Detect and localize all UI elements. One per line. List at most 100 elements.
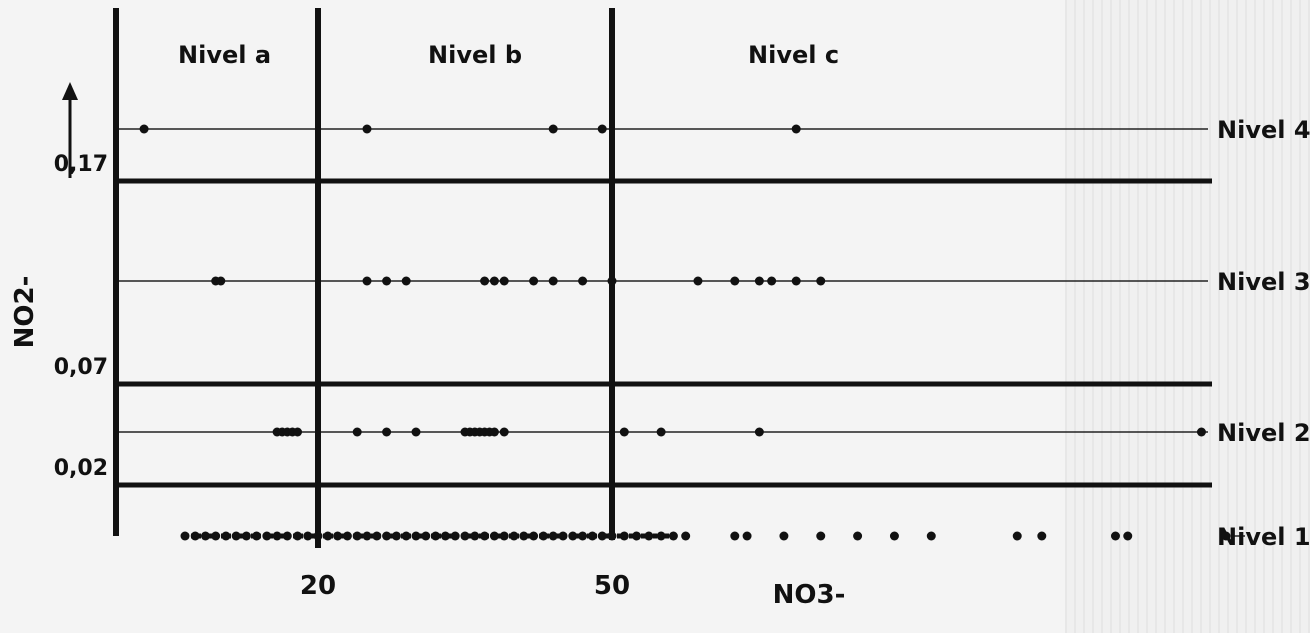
data-point: [362, 276, 372, 286]
data-point: [619, 427, 629, 437]
data-point: [1123, 531, 1133, 541]
data-point: [730, 531, 740, 541]
data-point: [926, 531, 936, 541]
data-point: [313, 531, 323, 541]
data-point: [362, 531, 372, 541]
row-label: Nivel 4: [1217, 116, 1310, 144]
data-point: [450, 531, 460, 541]
data-point: [853, 531, 863, 541]
y-tick-label: 0,07: [54, 355, 108, 380]
data-point: [252, 531, 262, 541]
data-point: [489, 531, 499, 541]
data-point: [139, 124, 149, 134]
data-point: [889, 531, 899, 541]
data-point: [1221, 531, 1231, 541]
data-point: [742, 531, 752, 541]
data-point: [1012, 531, 1022, 541]
data-point: [231, 531, 241, 541]
data-point: [216, 276, 226, 286]
data-point: [548, 276, 558, 286]
data-point: [1110, 531, 1120, 541]
data-point: [362, 124, 372, 134]
column-label: Nivel b: [428, 41, 522, 69]
data-point: [519, 531, 529, 541]
data-point: [293, 531, 303, 541]
data-point: [470, 531, 480, 541]
row-label: Nivel 3: [1217, 268, 1310, 296]
data-point: [578, 276, 588, 286]
data-point: [730, 276, 740, 286]
data-point: [681, 531, 691, 541]
data-point: [272, 531, 282, 541]
y-axis-label: NO2-: [10, 276, 40, 349]
data-point: [529, 531, 539, 541]
data-point: [282, 531, 292, 541]
data-point: [656, 427, 666, 437]
data-point: [499, 427, 509, 437]
data-point: [558, 531, 568, 541]
data-point: [382, 531, 392, 541]
data-point: [619, 531, 629, 541]
data-point: [372, 531, 382, 541]
x-tick-label: 50: [594, 571, 630, 601]
y-tick-label: 0,17: [54, 152, 108, 177]
data-point: [241, 531, 251, 541]
data-point: [382, 276, 392, 286]
data-point: [779, 531, 789, 541]
data-point: [352, 427, 362, 437]
up-arrow-head: [62, 82, 78, 100]
data-point: [460, 531, 470, 541]
data-point: [411, 531, 421, 541]
data-point: [391, 531, 401, 541]
data-point: [190, 531, 200, 541]
data-point: [816, 276, 826, 286]
data-point: [421, 531, 431, 541]
data-point: [323, 531, 333, 541]
data-point: [333, 531, 343, 541]
data-point: [200, 531, 210, 541]
x-axis-label: NO3-: [773, 580, 846, 610]
column-label: Nivel a: [178, 41, 271, 69]
data-point: [499, 531, 509, 541]
row-label: Nivel 1: [1217, 523, 1310, 551]
row-label: Nivel 2: [1217, 419, 1310, 447]
data-point: [480, 531, 490, 541]
data-point: [262, 531, 272, 541]
data-point: [607, 276, 617, 286]
data-point: [480, 276, 490, 286]
data-point: [211, 531, 221, 541]
data-point: [578, 531, 588, 541]
data-point: [644, 531, 654, 541]
data-point: [431, 531, 441, 541]
data-point: [632, 531, 642, 541]
data-point: [791, 124, 801, 134]
data-point: [668, 531, 678, 541]
data-point: [597, 124, 607, 134]
data-point: [401, 276, 411, 286]
data-point: [221, 531, 231, 541]
data-point: [767, 276, 777, 286]
data-point: [607, 531, 617, 541]
data-point: [538, 531, 548, 541]
data-point: [1196, 427, 1206, 437]
data-point: [529, 276, 539, 286]
data-point: [1037, 531, 1047, 541]
data-point: [499, 276, 509, 286]
data-point: [548, 124, 558, 134]
data-point: [489, 427, 499, 437]
data-point: [352, 531, 362, 541]
data-point: [411, 427, 421, 437]
data-point: [489, 276, 499, 286]
data-point: [816, 531, 826, 541]
data-point: [303, 531, 313, 541]
data-point: [548, 531, 558, 541]
data-point: [791, 276, 801, 286]
data-point: [568, 531, 578, 541]
data-point: [180, 531, 190, 541]
data-point: [293, 427, 303, 437]
data-point: [754, 427, 764, 437]
data-point: [587, 531, 597, 541]
data-point: [440, 531, 450, 541]
data-point: [693, 276, 703, 286]
